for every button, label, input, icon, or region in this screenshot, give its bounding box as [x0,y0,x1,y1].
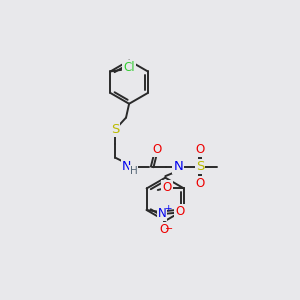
Text: O: O [175,205,184,218]
Text: N: N [122,160,131,173]
Text: O: O [195,177,205,190]
Text: S: S [196,160,204,173]
Text: N: N [173,160,183,173]
Text: O: O [162,181,172,194]
Text: Cl: Cl [123,61,135,74]
Text: N: N [158,207,167,220]
Text: S: S [111,123,119,136]
Text: H: H [130,166,138,176]
Text: −: − [165,224,173,234]
Text: O: O [159,223,168,236]
Text: O: O [195,143,205,157]
Text: O: O [152,143,161,156]
Text: +: + [164,204,171,213]
